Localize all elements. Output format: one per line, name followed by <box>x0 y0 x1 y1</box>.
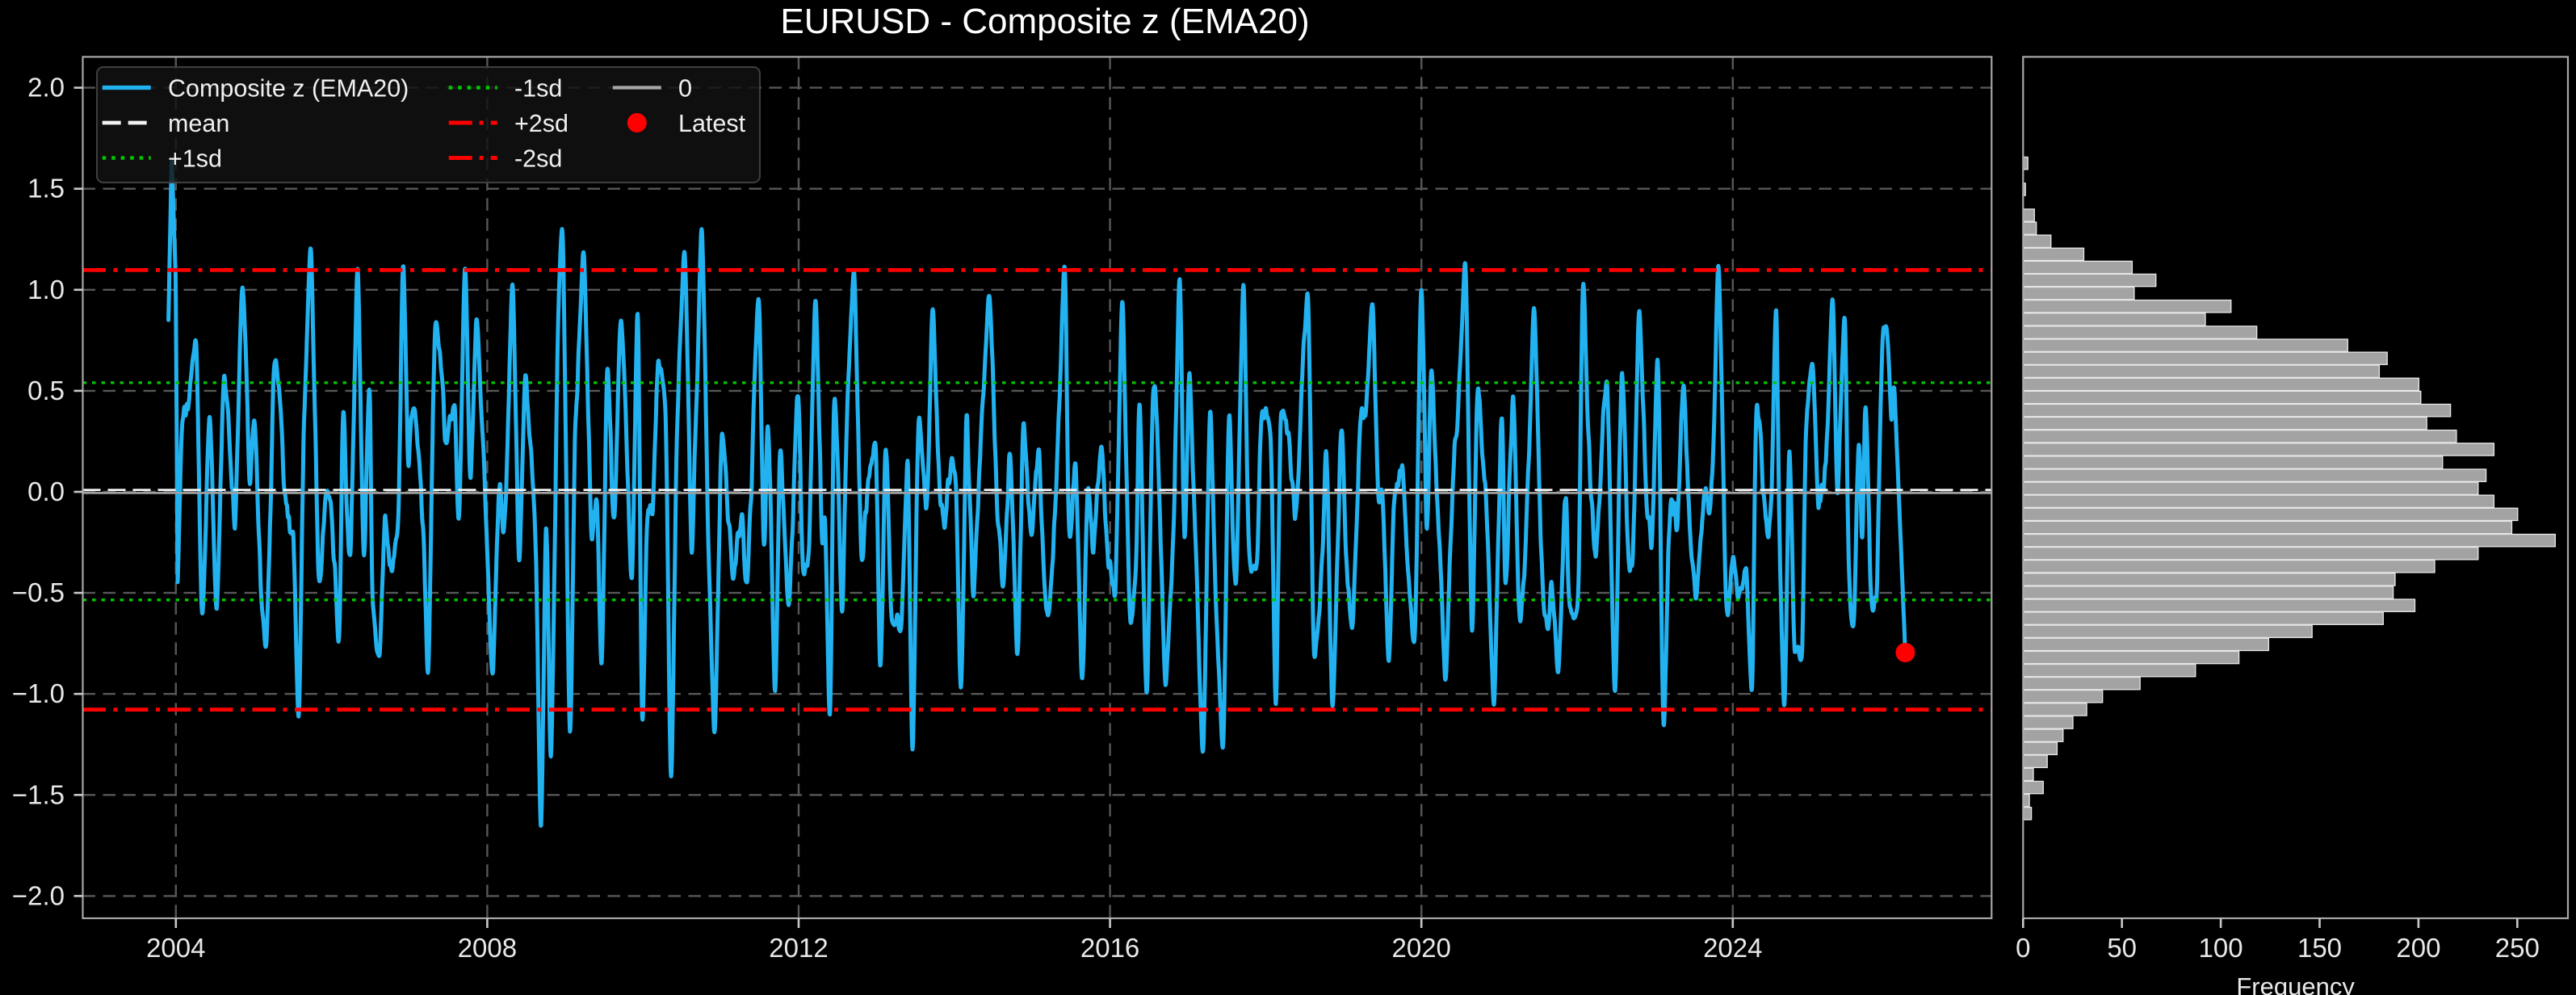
svg-text:0: 0 <box>678 75 692 103</box>
svg-text:mean: mean <box>168 110 229 137</box>
svg-text:0: 0 <box>2016 933 2030 963</box>
svg-text:100: 100 <box>2199 933 2243 963</box>
svg-text:250: 250 <box>2495 933 2540 963</box>
svg-text:1.0: 1.0 <box>27 275 65 304</box>
svg-text:2016: 2016 <box>1080 933 1139 963</box>
svg-text:1.5: 1.5 <box>27 174 65 204</box>
svg-text:+2sd: +2sd <box>514 110 568 137</box>
svg-text:50: 50 <box>2107 933 2137 963</box>
svg-text:-1sd: -1sd <box>514 75 562 103</box>
svg-text:0.5: 0.5 <box>27 376 65 405</box>
svg-text:+1sd: +1sd <box>168 145 222 173</box>
svg-text:2004: 2004 <box>146 933 205 963</box>
svg-text:150: 150 <box>2297 933 2342 963</box>
svg-text:−1.0: −1.0 <box>12 678 65 708</box>
svg-text:−1.5: −1.5 <box>12 779 65 809</box>
svg-text:2020: 2020 <box>1391 933 1450 963</box>
svg-text:0.0: 0.0 <box>27 477 65 506</box>
svg-text:−2.0: −2.0 <box>12 880 65 910</box>
svg-text:2024: 2024 <box>1703 933 1762 963</box>
svg-text:Frequency: Frequency <box>2236 972 2355 995</box>
svg-text:EURUSD - Composite z (EMA20): EURUSD - Composite z (EMA20) <box>780 2 1309 41</box>
svg-text:200: 200 <box>2396 933 2440 963</box>
svg-text:2008: 2008 <box>458 933 517 963</box>
svg-text:2012: 2012 <box>769 933 828 963</box>
svg-text:Composite z (EMA20): Composite z (EMA20) <box>168 75 409 103</box>
svg-text:Latest: Latest <box>678 110 746 137</box>
svg-text:-2sd: -2sd <box>514 145 562 173</box>
svg-text:2.0: 2.0 <box>27 73 65 103</box>
svg-text:−0.5: −0.5 <box>12 577 65 607</box>
